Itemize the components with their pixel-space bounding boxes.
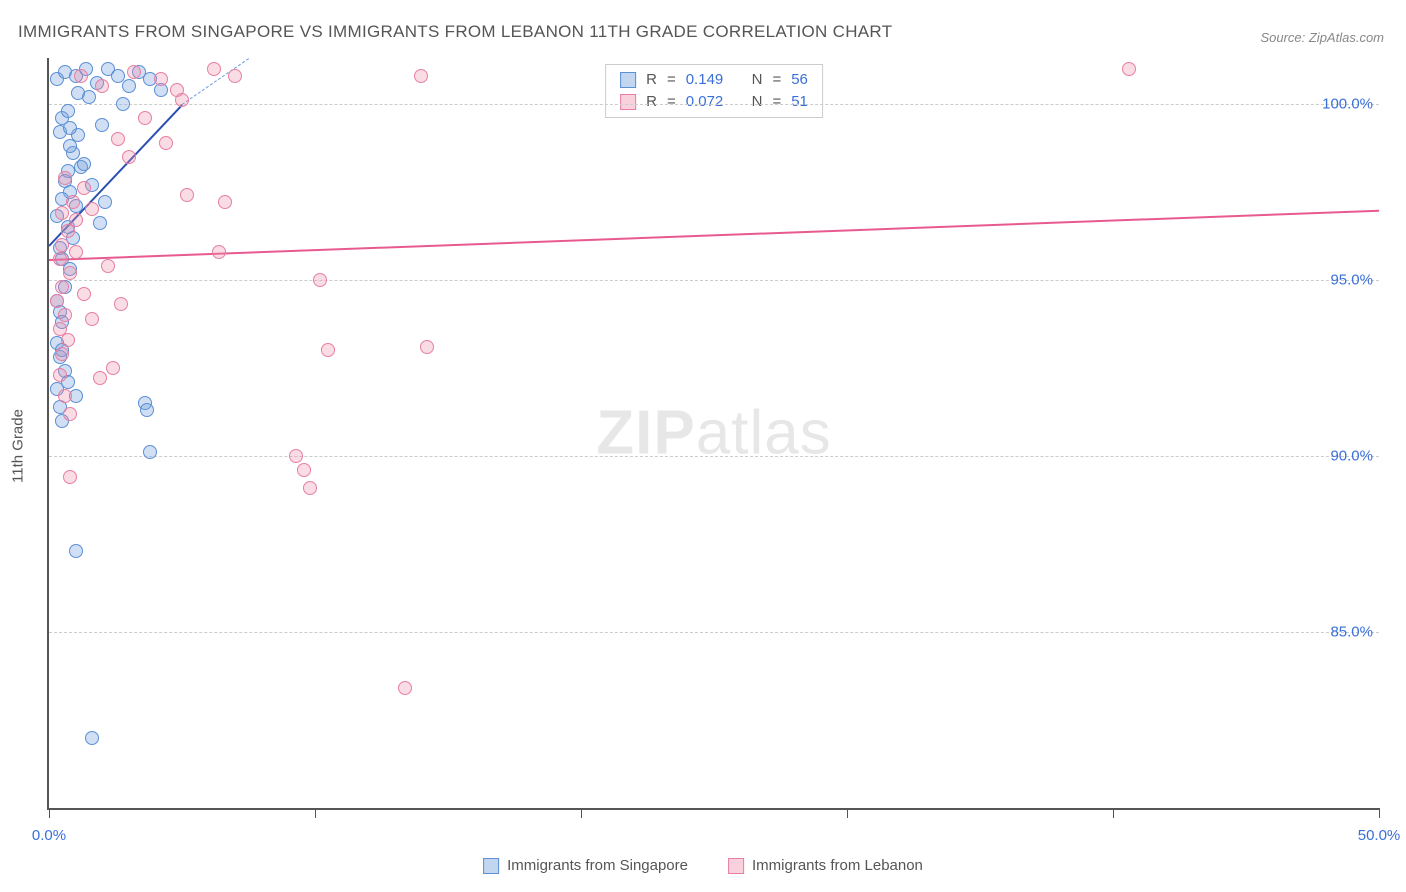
data-point xyxy=(289,449,303,463)
legend-item-series1: Immigrants from Singapore xyxy=(483,857,688,874)
legend-correlation-box: R = 0.149 N = 56 R = 0.072 N = 51 xyxy=(605,64,823,118)
x-tick xyxy=(1113,808,1114,818)
data-point xyxy=(95,79,109,93)
data-point xyxy=(93,216,107,230)
legend-swatch-blue-icon xyxy=(483,858,499,874)
data-point xyxy=(77,181,91,195)
data-point xyxy=(61,104,75,118)
data-point xyxy=(116,97,130,111)
data-point xyxy=(114,297,128,311)
data-point xyxy=(297,463,311,477)
data-point xyxy=(63,139,77,153)
data-point xyxy=(106,361,120,375)
y-tick-label: 95.0% xyxy=(1330,271,1381,288)
data-point xyxy=(111,132,125,146)
data-point xyxy=(313,273,327,287)
data-point xyxy=(420,340,434,354)
data-point xyxy=(127,65,141,79)
trend-line xyxy=(49,209,1379,260)
data-point xyxy=(63,121,77,135)
data-point xyxy=(77,287,91,301)
data-point xyxy=(85,731,99,745)
data-point xyxy=(154,72,168,86)
gridline-h xyxy=(49,280,1379,281)
data-point xyxy=(58,308,72,322)
data-point xyxy=(398,681,412,695)
data-point xyxy=(63,266,77,280)
x-tick xyxy=(1379,808,1380,818)
chart-title: IMMIGRANTS FROM SINGAPORE VS IMMIGRANTS … xyxy=(18,22,892,42)
data-point xyxy=(180,188,194,202)
data-point xyxy=(1122,62,1136,76)
watermark: ZIPatlas xyxy=(596,398,831,469)
data-point xyxy=(74,69,88,83)
gridline-h xyxy=(49,456,1379,457)
data-point xyxy=(140,403,154,417)
data-point xyxy=(55,280,69,294)
data-point xyxy=(414,69,428,83)
data-point xyxy=(85,202,99,216)
legend-swatch-pink xyxy=(620,94,636,110)
legend-swatch-pink-icon xyxy=(728,858,744,874)
x-tick-label: 0.0% xyxy=(32,827,66,844)
data-point xyxy=(122,150,136,164)
data-point xyxy=(303,481,317,495)
y-tick-label: 100.0% xyxy=(1322,95,1381,112)
data-point xyxy=(93,371,107,385)
data-point xyxy=(138,111,152,125)
x-tick xyxy=(49,808,50,818)
data-point xyxy=(143,445,157,459)
data-point xyxy=(71,86,85,100)
data-point xyxy=(69,544,83,558)
legend-item-series2: Immigrants from Lebanon xyxy=(728,857,923,874)
data-point xyxy=(69,213,83,227)
data-point xyxy=(58,389,72,403)
y-tick-label: 85.0% xyxy=(1330,623,1381,640)
legend-series-bottom: Immigrants from Singapore Immigrants fro… xyxy=(483,857,923,874)
data-point xyxy=(55,238,69,252)
data-point xyxy=(55,347,69,361)
x-tick xyxy=(581,808,582,818)
data-point xyxy=(61,333,75,347)
data-point xyxy=(98,195,112,209)
data-point xyxy=(69,245,83,259)
x-tick-label: 50.0% xyxy=(1358,827,1401,844)
y-tick-label: 90.0% xyxy=(1330,447,1381,464)
y-axis-title: 11th Grade xyxy=(10,409,27,483)
data-point xyxy=(321,343,335,357)
data-point xyxy=(66,195,80,209)
chart-plot-area: ZIPatlas R = 0.149 N = 56 R = 0.072 N = … xyxy=(47,58,1379,810)
data-point xyxy=(212,245,226,259)
data-point xyxy=(55,206,69,220)
data-point xyxy=(53,368,67,382)
data-point xyxy=(85,312,99,326)
data-point xyxy=(63,407,77,421)
data-point xyxy=(207,62,221,76)
x-tick xyxy=(847,808,848,818)
data-point xyxy=(63,470,77,484)
legend-row-series2: R = 0.072 N = 51 xyxy=(620,91,808,113)
data-point xyxy=(218,195,232,209)
data-point xyxy=(53,252,67,266)
data-point xyxy=(58,171,72,185)
gridline-h xyxy=(49,104,1379,105)
data-point xyxy=(95,118,109,132)
legend-swatch-blue xyxy=(620,72,636,88)
legend-row-series1: R = 0.149 N = 56 xyxy=(620,69,808,91)
source-label: Source: ZipAtlas.com xyxy=(1260,30,1384,45)
gridline-h xyxy=(49,632,1379,633)
data-point xyxy=(77,157,91,171)
x-tick xyxy=(315,808,316,818)
data-point xyxy=(50,294,64,308)
data-point xyxy=(175,93,189,107)
data-point xyxy=(228,69,242,83)
data-point xyxy=(122,79,136,93)
data-point xyxy=(101,259,115,273)
data-point xyxy=(159,136,173,150)
